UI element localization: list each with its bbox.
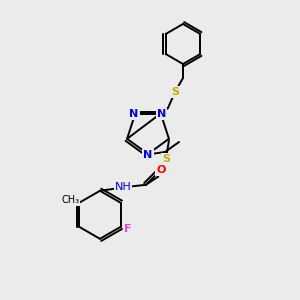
Text: F: F bbox=[124, 224, 131, 234]
Text: CH₃: CH₃ bbox=[61, 195, 79, 205]
Text: N: N bbox=[143, 150, 153, 160]
Text: N: N bbox=[129, 109, 139, 119]
Text: N: N bbox=[157, 109, 167, 119]
Text: O: O bbox=[156, 165, 166, 175]
Text: NH: NH bbox=[115, 182, 131, 192]
Text: S: S bbox=[162, 154, 170, 164]
Text: S: S bbox=[171, 87, 179, 97]
